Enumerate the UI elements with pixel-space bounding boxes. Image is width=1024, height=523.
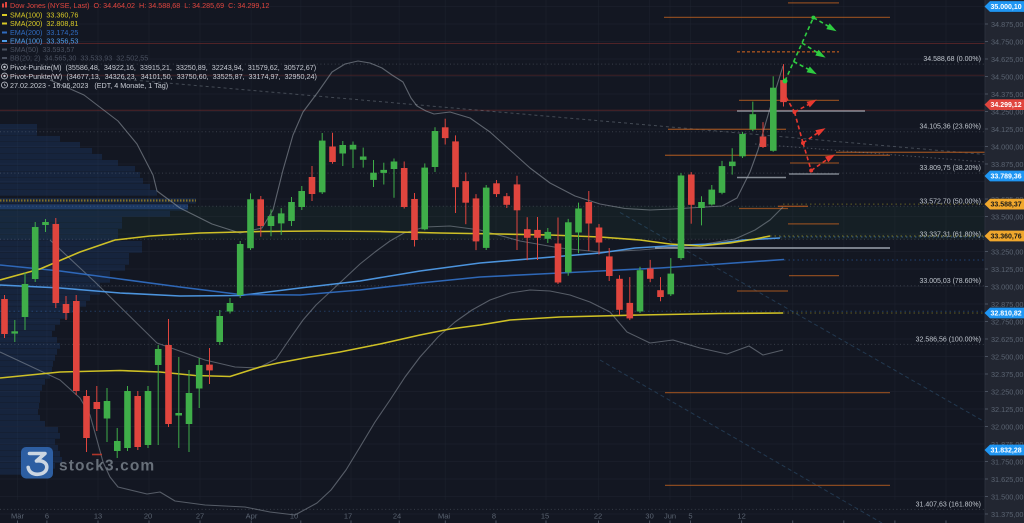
svg-text:33.005,03 (78.60%): 33.005,03 (78.60%)	[920, 278, 982, 285]
svg-text:24: 24	[393, 512, 401, 521]
svg-text:31.832,28: 31.832,28	[991, 448, 1022, 455]
svg-text:27: 27	[196, 512, 204, 521]
svg-text:Dow Jones (NYSE, Last) O: 34.: Dow Jones (NYSE, Last) O: 34.464,02 H: 3…	[10, 1, 269, 10]
svg-text:13: 13	[94, 512, 102, 521]
svg-text:stock3.com: stock3.com	[59, 458, 155, 475]
svg-text:15: 15	[541, 512, 549, 521]
svg-text:34.588,68 (0.00%): 34.588,68 (0.00%)	[923, 56, 981, 63]
svg-text:35.000,10: 35.000,10	[991, 4, 1022, 11]
svg-text:31.875,00: 31.875,00	[991, 440, 1023, 449]
svg-text:34.625,00: 34.625,00	[991, 55, 1023, 64]
svg-text:32.500,00: 32.500,00	[991, 352, 1023, 361]
svg-text:33.875,00: 33.875,00	[991, 160, 1023, 169]
svg-text:33.337,31 (61.80%): 33.337,31 (61.80%)	[920, 231, 982, 238]
svg-text:34.250,00: 34.250,00	[991, 107, 1023, 116]
svg-text:Mär: Mär	[11, 512, 24, 521]
svg-text:33.809,75 (38.20%): 33.809,75 (38.20%)	[920, 165, 982, 172]
svg-text:SMA(200) 32.808,81: SMA(200) 32.808,81	[10, 19, 78, 28]
svg-text:31.375,00: 31.375,00	[991, 510, 1023, 519]
svg-text:31.500,00: 31.500,00	[991, 492, 1023, 501]
svg-text:31.750,00: 31.750,00	[991, 457, 1023, 466]
svg-text:6: 6	[45, 512, 49, 521]
svg-text:5: 5	[688, 512, 692, 521]
svg-text:32.875,00: 32.875,00	[991, 300, 1023, 309]
svg-text:12: 12	[737, 512, 745, 521]
svg-text:SMA(100) 33.360,76: SMA(100) 33.360,76	[10, 11, 78, 20]
svg-text:17: 17	[344, 512, 352, 521]
svg-text:31.407,63 (161.80%): 31.407,63 (161.80%)	[916, 501, 981, 508]
svg-text:20: 20	[144, 512, 152, 521]
svg-text:32.000,00: 32.000,00	[991, 422, 1023, 431]
svg-text:33.125,00: 33.125,00	[991, 265, 1023, 274]
svg-text:EMA(100) 33.356,53: EMA(100) 33.356,53	[10, 37, 78, 46]
svg-text:27.02.2023 - 16.06.2023 (EDT: 27.02.2023 - 16.06.2023 (EDT, 4 Monate, …	[10, 81, 168, 90]
svg-text:34.105,36 (23.60%): 34.105,36 (23.60%)	[920, 124, 982, 131]
svg-text:Mai: Mai	[438, 512, 450, 521]
svg-text:33.572,70 (50.00%): 33.572,70 (50.00%)	[920, 198, 982, 205]
svg-text:32.586,56 (100.00%): 32.586,56 (100.00%)	[916, 336, 981, 343]
svg-text:30: 30	[645, 512, 653, 521]
svg-text:Pivot-Punkte(W) (34677,13, 3: Pivot-Punkte(W) (34677,13, 34326,23, 341…	[10, 72, 317, 81]
svg-text:33.250,00: 33.250,00	[991, 247, 1023, 256]
svg-text:34.299,12: 34.299,12	[991, 102, 1022, 109]
svg-text:32.810,82: 32.810,82	[991, 311, 1022, 318]
svg-text:Apr: Apr	[246, 512, 258, 521]
svg-text:32.250,00: 32.250,00	[991, 387, 1023, 396]
svg-text:32.625,00: 32.625,00	[991, 335, 1023, 344]
svg-text:32.750,00: 32.750,00	[991, 317, 1023, 326]
svg-text:10: 10	[290, 512, 298, 521]
svg-text:8: 8	[492, 512, 496, 521]
svg-text:34.125,00: 34.125,00	[991, 125, 1023, 134]
svg-text:33.000,00: 33.000,00	[991, 282, 1023, 291]
svg-text:32.375,00: 32.375,00	[991, 370, 1023, 379]
svg-text:34.000,00: 34.000,00	[991, 142, 1023, 151]
svg-text:34.875,00: 34.875,00	[991, 20, 1023, 29]
svg-text:33.500,00: 33.500,00	[991, 212, 1023, 221]
svg-text:EMA(200) 33.174,25: EMA(200) 33.174,25	[10, 28, 78, 37]
svg-text:33.360,76: 33.360,76	[991, 234, 1022, 241]
svg-text:34.750,00: 34.750,00	[991, 37, 1023, 46]
svg-text:33.789,36: 33.789,36	[991, 174, 1022, 181]
svg-text:Pivot-Punkte(M) (35586,48, 3: Pivot-Punkte(M) (35586,48, 34922,16, 339…	[10, 63, 316, 72]
svg-text:BB(20; 2) 34.565,30 33.533,9: BB(20; 2) 34.565,30 33.533,93 32.502,55	[10, 54, 148, 63]
svg-text:33.588,37: 33.588,37	[991, 202, 1022, 209]
svg-text:34.375,00: 34.375,00	[991, 90, 1023, 99]
svg-text:32.125,00: 32.125,00	[991, 405, 1023, 414]
svg-text:Jun: Jun	[664, 512, 676, 521]
svg-text:22: 22	[594, 512, 602, 521]
svg-text:34.500,00: 34.500,00	[991, 72, 1023, 81]
svg-text:SMA(50) 33.593,57: SMA(50) 33.593,57	[10, 45, 74, 54]
svg-text:31.625,00: 31.625,00	[991, 475, 1023, 484]
